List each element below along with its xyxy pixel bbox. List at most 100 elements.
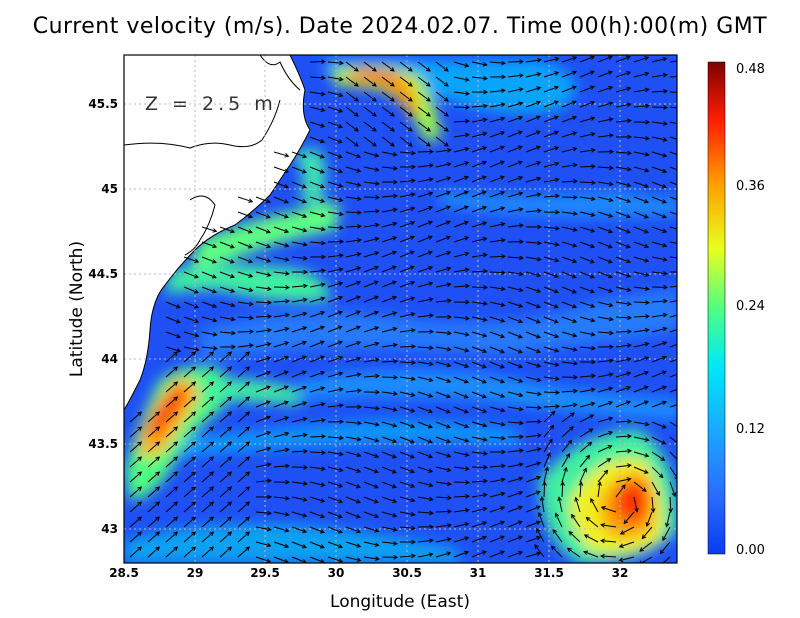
velocity-arrow-head xyxy=(356,372,362,378)
velocity-arrow xyxy=(633,357,649,363)
velocity-arrow xyxy=(601,540,617,543)
velocity-arrow xyxy=(255,447,271,453)
velocity-arrow-head xyxy=(608,316,614,322)
velocity-arrow-head xyxy=(585,516,591,522)
velocity-arrow-head xyxy=(627,315,633,321)
velocity-arrow-head xyxy=(625,55,631,61)
velocity-arrow-head xyxy=(284,228,290,234)
velocity-arrow xyxy=(237,516,250,528)
velocity-arrow xyxy=(255,371,271,378)
velocity-arrow-head xyxy=(608,85,614,91)
velocity-arrow xyxy=(651,385,667,393)
velocity-arrow xyxy=(165,331,181,338)
velocity-arrow xyxy=(399,313,415,318)
velocity-arrow-head xyxy=(644,272,650,277)
velocity-arrow-head xyxy=(571,289,577,294)
velocity-arrow-head xyxy=(373,280,379,285)
velocity-arrow-head xyxy=(645,135,650,141)
velocity-arrow-head xyxy=(662,121,668,126)
velocity-arrow-head xyxy=(644,152,650,157)
velocity-arrow xyxy=(255,329,271,333)
velocity-arrow xyxy=(255,226,271,233)
velocity-arrow-head xyxy=(554,71,560,76)
velocity-arrow xyxy=(345,211,362,214)
velocity-arrow-head xyxy=(626,102,632,108)
velocity-arrow-head xyxy=(173,531,179,537)
velocity-arrow-head xyxy=(266,462,272,468)
velocity-arrow xyxy=(201,546,214,558)
velocity-arrow-head xyxy=(536,57,542,63)
velocity-arrow xyxy=(633,343,649,348)
velocity-arrow-head xyxy=(464,63,470,68)
velocity-arrow-head xyxy=(137,486,143,492)
velocity-arrow-head xyxy=(590,148,596,153)
velocity-arrow xyxy=(273,341,289,348)
velocity-arrow-head xyxy=(680,386,684,390)
velocity-arrow xyxy=(471,191,487,198)
velocity-arrow xyxy=(237,351,250,363)
velocity-arrow xyxy=(453,421,469,428)
velocity-arrow xyxy=(381,106,395,117)
velocity-arrow-head xyxy=(644,183,650,189)
velocity-arrow xyxy=(237,211,253,218)
velocity-arrow xyxy=(435,163,451,168)
velocity-arrow-head xyxy=(446,393,452,399)
velocity-arrow xyxy=(471,301,487,305)
velocity-arrow xyxy=(561,56,577,63)
velocity-arrow-head xyxy=(518,550,524,556)
velocity-arrow xyxy=(237,501,250,513)
velocity-arrow-head xyxy=(608,101,614,106)
velocity-arrow xyxy=(453,495,470,498)
velocity-arrow-head xyxy=(662,228,668,234)
velocity-arrow xyxy=(309,371,325,378)
velocity-arrow xyxy=(435,191,451,198)
velocity-arrow xyxy=(309,541,325,549)
velocity-arrow-head xyxy=(537,240,542,246)
velocity-arrow-head xyxy=(446,551,452,556)
velocity-arrow xyxy=(165,346,181,352)
velocity-arrow-head xyxy=(464,536,470,541)
velocity-arrow xyxy=(399,121,413,132)
velocity-arrow-head xyxy=(245,471,251,477)
velocity-arrow-head xyxy=(320,296,326,302)
velocity-arrow-head xyxy=(389,127,395,132)
velocity-arrow-head xyxy=(320,107,326,113)
velocity-arrow-head xyxy=(555,403,561,409)
velocity-arrow-head xyxy=(321,254,327,260)
velocity-arrow-head xyxy=(681,228,685,232)
velocity-arrow xyxy=(568,531,581,543)
velocity-arrow xyxy=(525,476,541,483)
velocity-arrow-head xyxy=(425,82,431,87)
velocity-arrow xyxy=(381,296,397,303)
velocity-arrow-head xyxy=(501,463,506,469)
velocity-arrow xyxy=(291,285,307,288)
velocity-arrow xyxy=(615,372,631,378)
velocity-arrow xyxy=(345,136,359,147)
velocity-arrow xyxy=(489,146,505,153)
velocity-arrow xyxy=(345,121,359,132)
velocity-arrow-head xyxy=(447,509,453,514)
velocity-arrow xyxy=(525,536,541,543)
velocity-arrow xyxy=(273,511,289,516)
velocity-arrow xyxy=(417,192,433,198)
velocity-arrow-head xyxy=(591,180,597,185)
velocity-arrow-head xyxy=(137,516,143,522)
velocity-arrow xyxy=(579,149,595,153)
velocity-arrow-head xyxy=(428,281,434,286)
velocity-arrow-head xyxy=(583,550,589,555)
velocity-arrow-head xyxy=(591,373,596,379)
velocity-arrow xyxy=(633,56,649,63)
velocity-arrow xyxy=(633,329,649,333)
velocity-arrow xyxy=(219,381,232,393)
velocity-arrow xyxy=(453,76,469,81)
velocity-arrow-head xyxy=(552,529,558,534)
velocity-arrow xyxy=(345,389,361,393)
velocity-arrow xyxy=(363,451,379,458)
velocity-arrow xyxy=(363,358,379,363)
velocity-arrow-head xyxy=(371,142,377,147)
velocity-arrow-head xyxy=(662,326,668,332)
velocity-arrow xyxy=(399,151,415,154)
velocity-arrow xyxy=(417,136,431,147)
velocity-arrow-head xyxy=(464,423,470,429)
